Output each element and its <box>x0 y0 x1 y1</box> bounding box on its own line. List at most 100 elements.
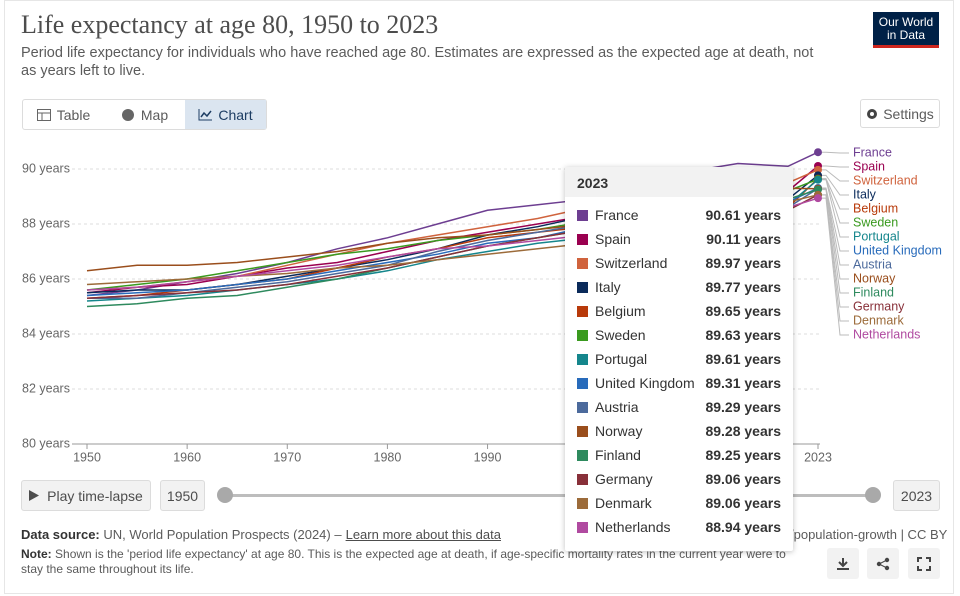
tooltip-swatch <box>577 449 588 461</box>
frame <box>4 0 954 594</box>
source-text: UN, World Population Prospects (2024) – <box>103 527 342 542</box>
tooltip-name: Spain <box>595 231 631 247</box>
tab[interactable]: Chart <box>185 100 266 129</box>
y-tick-label: 84 years <box>22 326 70 340</box>
logo-line: in Data <box>886 28 926 42</box>
label-connector <box>822 165 849 168</box>
tooltip-swatch <box>577 425 588 437</box>
tooltip-row: Italy 89.77 years <box>565 275 793 299</box>
icon <box>837 557 849 570</box>
icon <box>29 490 40 501</box>
x-tick-label: 1980 <box>374 450 402 464</box>
tooltip-row: Finland 89.25 years <box>565 443 793 467</box>
tooltip-row: Norway 89.28 years <box>565 419 793 443</box>
y-tick-label: 86 years <box>22 271 70 285</box>
label-connector <box>822 178 849 210</box>
license: /population-growth | CC BY <box>790 527 948 542</box>
tooltip-value: 89.61 years <box>705 351 781 367</box>
tooltip-swatch <box>577 377 588 389</box>
tooltip-name: Norway <box>595 423 643 439</box>
legend-label: United Kingdom <box>853 243 942 257</box>
icon <box>917 556 931 571</box>
tooltip-name: Portugal <box>595 351 648 367</box>
x-tick-label: 1990 <box>474 450 502 464</box>
tooltip-row: Sweden 89.63 years <box>565 323 793 347</box>
tooltip-value: 89.97 years <box>705 255 781 271</box>
tooltip-swatch <box>577 329 588 341</box>
y-tick-label: 82 years <box>22 381 70 395</box>
tooltip-name: France <box>595 207 639 223</box>
label-connector <box>822 179 849 238</box>
tooltip-name: Finland <box>595 447 641 463</box>
label-connector <box>822 194 849 322</box>
tooltip-value: 89.65 years <box>705 303 781 319</box>
tooltip-value: 89.28 years <box>705 423 781 439</box>
tooltip-value: 89.29 years <box>705 399 781 415</box>
settings-button[interactable]: Settings <box>860 99 940 128</box>
tooltip-title: 2023 <box>565 167 793 197</box>
timeline-end[interactable]: 2023 <box>893 480 940 511</box>
legend-label: Norway <box>853 271 896 285</box>
x-tick-label: 1970 <box>273 450 301 464</box>
tooltip-value: 89.77 years <box>705 279 781 295</box>
tooltip-name: Switzerland <box>595 255 668 271</box>
source-link[interactable]: Learn more about this data <box>345 527 501 542</box>
tab-label: Map <box>140 106 169 123</box>
note: Note: Shown is the 'period life expectan… <box>21 547 811 577</box>
label-connector <box>822 197 849 336</box>
end-point <box>814 194 822 203</box>
tab[interactable]: Table <box>23 100 104 129</box>
timeline-handle[interactable] <box>217 487 233 503</box>
tooltip-value: 89.06 years <box>705 495 781 511</box>
label-connector <box>822 151 849 154</box>
download-button[interactable] <box>827 548 859 579</box>
play-button[interactable]: Play time-lapse <box>21 480 151 511</box>
timeline-track[interactable] <box>226 494 874 497</box>
label-connector <box>822 174 849 196</box>
tooltip-row: United Kingdom 89.31 years <box>565 371 793 395</box>
fullscreen-button[interactable] <box>908 548 940 579</box>
tooltip-swatch <box>577 281 588 293</box>
legend-label: Denmark <box>853 313 904 327</box>
legend-label: Austria <box>853 257 892 271</box>
icon <box>36 108 51 121</box>
timeline-start[interactable]: 1950 <box>160 480 205 511</box>
legend-label: Sweden <box>853 215 898 229</box>
tooltip-name: Italy <box>595 279 621 295</box>
tooltip-name: Denmark <box>595 495 652 511</box>
button-label: Settings <box>883 105 934 122</box>
label-connector <box>822 187 849 252</box>
tooltip-swatch <box>577 233 588 245</box>
label-connector <box>822 178 849 224</box>
tooltip-swatch <box>577 497 588 509</box>
timeline-handle[interactable] <box>865 487 881 503</box>
tooltip-row: Belgium 89.65 years <box>565 299 793 323</box>
tooltip-value: 90.11 years <box>706 231 781 247</box>
icon <box>198 108 213 120</box>
x-tick-label: 1950 <box>73 450 101 464</box>
source-label: Data source: <box>21 527 100 542</box>
tooltip-value: 89.06 years <box>705 471 781 487</box>
tab-label: Chart <box>218 106 253 123</box>
tooltip-swatch <box>577 401 588 413</box>
x-tick-label: 1960 <box>173 450 201 464</box>
y-tick-label: 90 years <box>22 161 70 175</box>
share-button[interactable] <box>867 548 899 579</box>
tab[interactable]: Map <box>104 100 185 129</box>
tab-label: Table <box>56 106 91 123</box>
end-point <box>814 165 822 174</box>
logo-line: Our World <box>878 15 934 29</box>
logo[interactable]: Our World in Data <box>873 12 939 48</box>
button-label: Play time-lapse <box>47 487 143 504</box>
source: Data source: UN, World Population Prospe… <box>21 527 501 542</box>
tooltip-swatch <box>577 473 588 485</box>
tooltip-row: Netherlands 88.94 years <box>565 515 793 539</box>
tooltip-rows: France 90.61 years Spain 90.11 years Switzer… <box>565 197 793 539</box>
tooltip-name: United Kingdom <box>595 375 695 391</box>
tooltip-value: 89.31 years <box>705 375 781 391</box>
tooltip-swatch <box>577 353 588 365</box>
tooltip-value: 88.94 years <box>705 519 781 535</box>
end-point <box>814 148 822 157</box>
